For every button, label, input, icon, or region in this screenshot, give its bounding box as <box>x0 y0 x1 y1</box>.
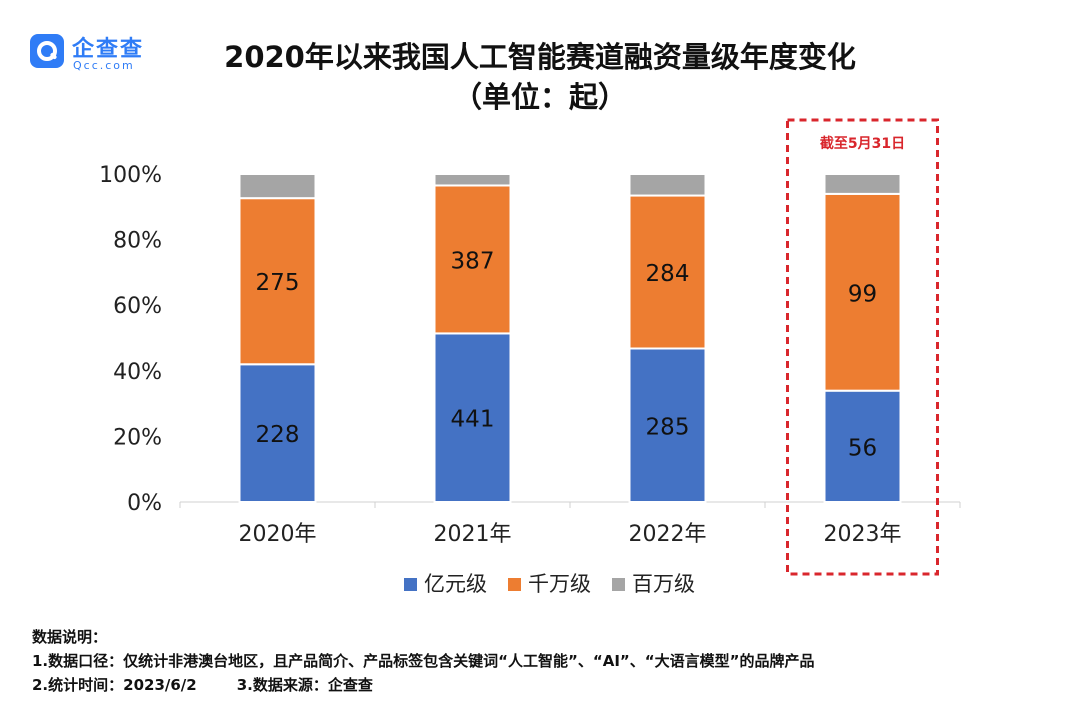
y-tick-label: 0% <box>127 491 162 516</box>
y-tick-label: 80% <box>113 229 162 254</box>
legend-swatch <box>612 578 625 591</box>
legend-label: 亿元级 <box>424 572 487 596</box>
data-label: 441 <box>451 407 495 433</box>
x-tick-label: 2023年 <box>824 522 902 547</box>
bar-segment <box>823 389 902 504</box>
highlight-note: 截至5月31日 <box>820 135 905 152</box>
bar-segment <box>628 347 707 504</box>
bar-segment <box>823 192 902 392</box>
notes-scope: 1.数据口径：仅统计非港澳台地区，且产品简介、产品标签包含关键词“人工智能”、“… <box>32 652 815 670</box>
y-tick-label: 40% <box>113 360 162 385</box>
data-label: 387 <box>451 248 495 274</box>
x-tick-label: 2020年 <box>239 522 317 547</box>
brand-name: 企查查 <box>72 37 145 62</box>
highlight-box <box>786 118 939 576</box>
data-label: 285 <box>646 414 690 440</box>
chart-title: 2020年以来我国人工智能赛道融资量级年度变化 <box>224 40 856 74</box>
data-label: 275 <box>256 270 300 296</box>
legend-label: 百万级 <box>632 572 695 596</box>
brand-domain: Qcc.com <box>73 59 135 72</box>
legend-swatch <box>404 578 417 591</box>
data-label: 56 <box>848 435 877 461</box>
notes-source: 3.数据来源：企查查 <box>236 676 373 694</box>
y-tick-label: 100% <box>99 163 162 188</box>
y-tick-label: 60% <box>113 294 162 319</box>
bar-segment <box>823 173 902 195</box>
brand-logo: 企查查 Qcc.com <box>30 30 165 74</box>
magnifier-icon <box>30 34 64 68</box>
bar-segment <box>433 173 512 187</box>
data-label: 99 <box>848 281 877 307</box>
x-tick-label: 2021年 <box>434 522 512 547</box>
bar-segment <box>628 194 707 350</box>
legend-label: 千万级 <box>528 572 591 596</box>
data-label: 284 <box>646 261 690 287</box>
chart-subtitle: （单位：起） <box>452 80 627 114</box>
x-tick-label: 2022年 <box>629 522 707 547</box>
notes-time: 2.统计时间：2023/6/2 <box>32 676 197 694</box>
bar-segment <box>238 197 317 366</box>
notes-heading: 数据说明： <box>32 628 108 646</box>
bar-segment <box>628 173 707 197</box>
legend-swatch <box>508 578 521 591</box>
notes-time-source: 2.统计时间：2023/6/2 3.数据来源：企查查 <box>32 674 373 695</box>
y-tick-label: 20% <box>113 425 162 450</box>
bar-segment <box>238 173 317 200</box>
data-label: 228 <box>256 422 300 448</box>
